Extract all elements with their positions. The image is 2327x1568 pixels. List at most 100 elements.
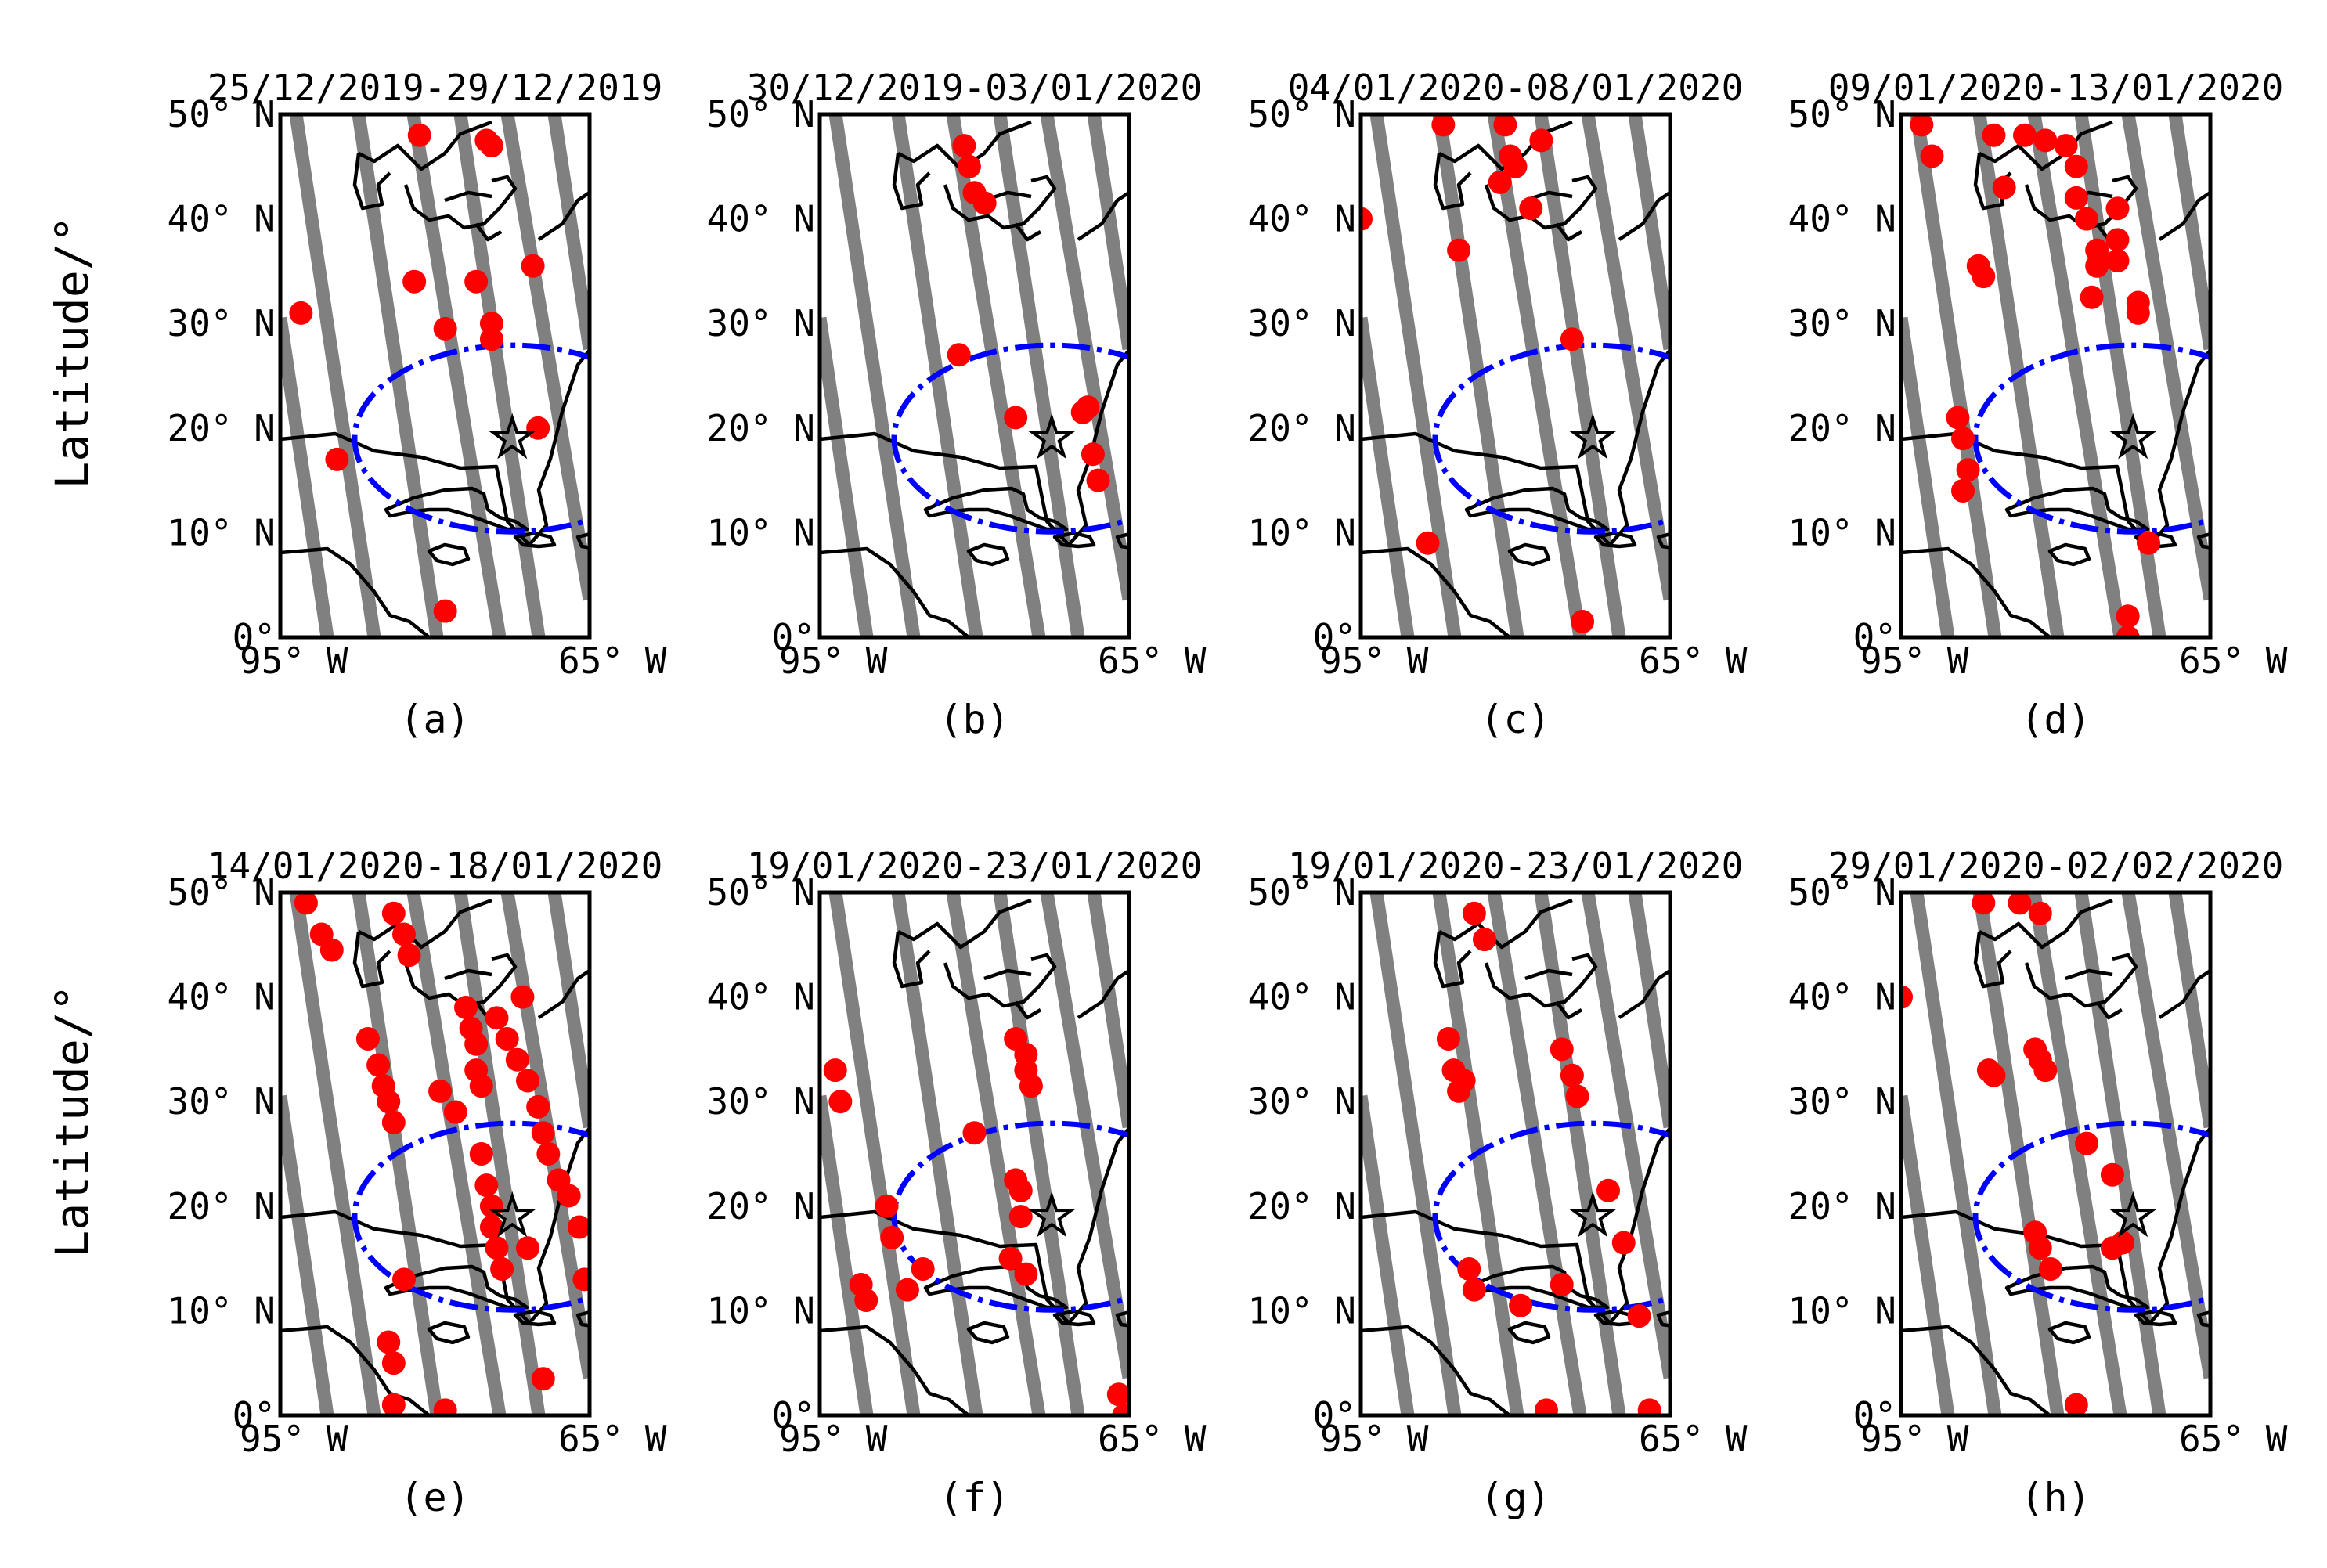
observation-point — [998, 1246, 1023, 1271]
panel-caption: (g) — [1480, 1475, 1550, 1520]
observation-point — [355, 1027, 380, 1051]
lat-tick-label: 10° N — [168, 1289, 276, 1332]
observation-point — [567, 1215, 590, 1239]
observation-point — [911, 1256, 935, 1281]
satellite-track — [453, 892, 546, 1415]
observation-point — [2033, 1058, 2058, 1083]
map-frame — [817, 112, 1131, 640]
map-panel-g: 50° N 40° N 30° N 20° N 10° N 0°95° W 65° W 19/… — [1248, 845, 1748, 1520]
observation-point — [1529, 128, 1553, 153]
lon-tick-label: 95° W — [779, 640, 888, 682]
lat-tick-label: 30° N — [168, 1080, 276, 1123]
satellite-track — [2168, 114, 2210, 351]
observation-point — [464, 1032, 489, 1056]
observation-point — [1992, 175, 2016, 200]
observation-point — [381, 901, 406, 925]
panel-title: 29/01/2020-02/02/2020 — [1828, 845, 2284, 887]
lon-tick-label: 65° W — [558, 1418, 667, 1460]
observation-point — [454, 995, 478, 1019]
observation-point — [2028, 1236, 2052, 1260]
observation-point — [433, 316, 457, 341]
satellite-track — [820, 316, 874, 637]
satellite-track — [1040, 892, 1129, 1379]
satellite-track — [406, 114, 507, 637]
observation-point — [962, 1121, 987, 1145]
lat-tick-label: 20° N — [1788, 1185, 1896, 1227]
satellite-track — [946, 892, 1046, 1415]
panel-caption: (d) — [2020, 697, 2091, 742]
observation-point — [392, 922, 416, 946]
lat-tick-label: 10° N — [707, 1289, 815, 1332]
observation-point — [469, 1074, 493, 1098]
star-icon — [1027, 413, 1077, 460]
observation-point — [479, 327, 503, 351]
observation-point — [490, 1256, 514, 1281]
observation-point — [1008, 1205, 1033, 1229]
observation-point — [366, 1053, 391, 1077]
satellite-track — [2027, 114, 2127, 637]
lat-tick-label: 10° N — [1788, 511, 1896, 553]
observation-point — [2054, 134, 2078, 158]
observation-point — [2038, 1256, 2062, 1281]
observation-point — [1086, 468, 1110, 492]
observation-point — [443, 1100, 467, 1124]
observation-point — [433, 599, 457, 623]
lat-tick-label: 40° N — [1788, 198, 1896, 240]
lat-tick-label: 20° N — [1248, 407, 1356, 449]
region-circle — [1972, 1120, 2210, 1313]
observation-point — [1956, 458, 1980, 482]
observation-point — [1901, 985, 1913, 1009]
region-circle — [891, 1120, 1129, 1313]
satellite-track — [1487, 114, 1587, 637]
lat-tick-label: 30° N — [707, 1080, 815, 1123]
observation-point — [2064, 186, 2088, 210]
observation-point — [972, 191, 997, 215]
observation-point — [1535, 1398, 1558, 1415]
lat-tick-label: 50° N — [168, 93, 276, 135]
map-frame — [1899, 890, 2213, 1418]
satellite-track — [2121, 114, 2210, 601]
panel-title: 04/01/2020-08/01/2020 — [1288, 67, 1744, 109]
lon-tick-label: 65° W — [1639, 640, 1748, 682]
lat-tick-label: 40° N — [707, 198, 815, 240]
lat-tick-label: 20° N — [707, 407, 815, 449]
observation-point — [1519, 196, 1543, 221]
panel-caption: (h) — [2020, 1475, 2091, 1520]
observation-point — [469, 1142, 493, 1166]
lat-tick-label: 0° — [1313, 1394, 1356, 1436]
observation-point — [516, 1236, 539, 1260]
observation-point — [1982, 1063, 2006, 1087]
observation-point — [1081, 442, 1105, 467]
observation-point — [1972, 892, 1996, 915]
observation-point — [479, 134, 503, 158]
satellite-track — [1901, 316, 1955, 637]
observation-point — [392, 1267, 416, 1292]
satellite-track — [1369, 114, 1462, 637]
observation-point — [294, 892, 318, 915]
observation-point — [2008, 892, 2032, 915]
lat-tick-label: 50° N — [168, 871, 276, 914]
observation-point — [1462, 901, 1486, 925]
panel-title: 30/12/2019-03/01/2020 — [747, 67, 1203, 109]
observation-point — [2028, 901, 2052, 925]
panel-caption: (c) — [1480, 697, 1550, 742]
satellite-track — [1361, 1094, 1415, 1415]
lat-tick-label: 0° — [1853, 1394, 1896, 1436]
observation-point — [433, 1398, 457, 1415]
region-circle — [352, 1120, 590, 1313]
satellite-track — [2074, 892, 2166, 1415]
observation-point — [828, 1090, 853, 1114]
lon-tick-label: 65° W — [2179, 640, 2288, 682]
observation-point — [2075, 1131, 2098, 1155]
lat-tick-label: 10° N — [1248, 1289, 1356, 1332]
observation-point — [1920, 144, 1944, 168]
observation-point — [319, 938, 344, 962]
lon-tick-label: 95° W — [1320, 1418, 1429, 1460]
satellite-track — [1369, 892, 1462, 1415]
region-circle — [1432, 1120, 1670, 1313]
map-panel-c: 50° N 40° N 30° N 20° N 10° N 0°95° W 65° W 04/… — [1248, 67, 1748, 742]
lat-tick-label: 50° N — [1248, 93, 1356, 135]
observation-point — [1488, 170, 1512, 194]
observation-point — [1112, 1404, 1129, 1415]
observation-point — [2116, 625, 2140, 637]
